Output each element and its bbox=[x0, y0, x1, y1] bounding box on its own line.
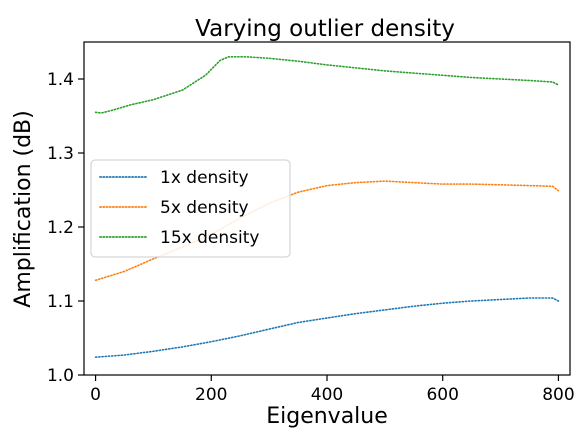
y-tick-label: 1.2 bbox=[47, 218, 74, 238]
y-tick-label: 1.3 bbox=[47, 144, 74, 164]
legend-label-1: 5x density bbox=[160, 198, 249, 218]
y-tick-label: 1.1 bbox=[47, 292, 74, 312]
x-tick-label: 800 bbox=[542, 385, 574, 405]
series-line-2 bbox=[94, 55, 560, 114]
x-tick-label: 200 bbox=[195, 385, 227, 405]
x-tick-label: 400 bbox=[311, 385, 343, 405]
y-axis-ticks: 1.0 1.1 1.2 1.3 1.4 bbox=[47, 70, 84, 386]
x-axis-ticks: 0 200 400 600 800 bbox=[90, 375, 575, 405]
x-tick-label: 0 bbox=[90, 385, 101, 405]
series-line-0 bbox=[94, 297, 560, 359]
legend: 1x density 5x density 15x density bbox=[90, 159, 291, 258]
y-tick-label: 1.0 bbox=[47, 366, 74, 386]
x-axis-label: Eigenvalue bbox=[266, 404, 388, 429]
legend-box bbox=[90, 159, 291, 258]
chart-title: Varying outlier density bbox=[195, 16, 455, 42]
legend-label-2: 15x density bbox=[160, 228, 259, 248]
y-tick-label: 1.4 bbox=[47, 70, 74, 90]
y-axis-label: Amplification (dB) bbox=[11, 110, 36, 307]
x-tick-label: 600 bbox=[426, 385, 458, 405]
legend-label-0: 1x density bbox=[160, 168, 249, 188]
